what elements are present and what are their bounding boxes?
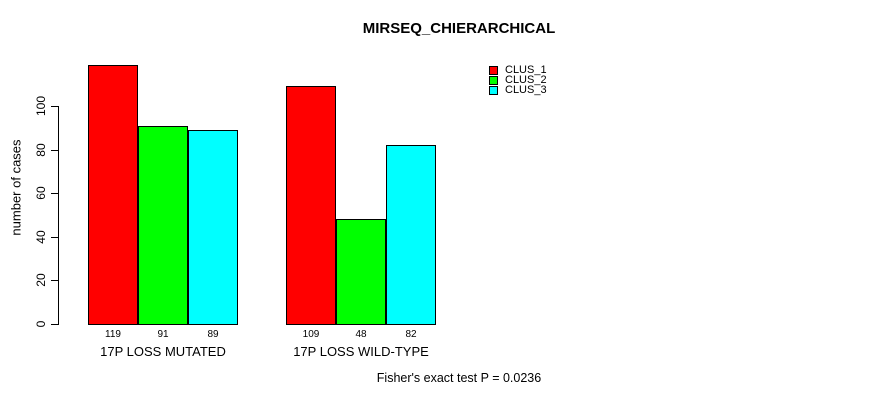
y-tick-label: 60 bbox=[34, 186, 48, 200]
bar-value-label: 91 bbox=[157, 329, 169, 340]
category-label: 17P LOSS WILD-TYPE bbox=[293, 344, 429, 359]
y-tick-label: 80 bbox=[34, 143, 48, 157]
bar-clus_3-group2 bbox=[386, 145, 436, 325]
bar-clus_1-group2 bbox=[286, 86, 336, 325]
bar-clus_2-group2 bbox=[336, 219, 386, 325]
legend-label: CLUS_3 bbox=[505, 84, 547, 96]
y-tick-label: 20 bbox=[34, 273, 48, 287]
legend-label: CLUS_1 bbox=[505, 64, 547, 76]
legend-swatch-clus_3 bbox=[489, 85, 498, 95]
legend-swatch-clus_1 bbox=[489, 65, 498, 75]
chart-title: MIRSEQ_CHIERARCHICAL bbox=[362, 20, 556, 37]
bar-value-label: 48 bbox=[355, 329, 367, 340]
y-axis-tick bbox=[51, 193, 58, 194]
bar-value-label: 82 bbox=[405, 329, 417, 340]
y-axis-tick bbox=[51, 150, 58, 151]
y-axis-line bbox=[58, 106, 59, 325]
legend: CLUS_1 CLUS_2 CLUS_3 bbox=[489, 64, 547, 96]
y-axis-tick bbox=[51, 280, 58, 281]
y-axis-tick bbox=[51, 237, 58, 238]
y-tick-label: 40 bbox=[34, 230, 48, 244]
legend-item-clus_3: CLUS_3 bbox=[489, 84, 547, 96]
legend-swatch-clus_2 bbox=[489, 75, 498, 85]
y-tick-label: 0 bbox=[34, 320, 48, 328]
legend-label: CLUS_2 bbox=[505, 74, 547, 86]
bar-value-label: 89 bbox=[207, 329, 219, 340]
legend-item-clus_1: CLUS_1 bbox=[489, 64, 547, 76]
legend-item-clus_2: CLUS_2 bbox=[489, 74, 547, 86]
bar-clus_3-group1 bbox=[188, 130, 238, 325]
bar-value-label: 119 bbox=[105, 329, 121, 340]
bar-clus_1-group1 bbox=[88, 65, 138, 325]
y-axis-tick bbox=[51, 324, 58, 325]
y-tick-label: 100 bbox=[34, 95, 48, 117]
fisher-test-annotation: Fisher's exact test P = 0.0236 bbox=[376, 371, 542, 385]
category-label: 17P LOSS MUTATED bbox=[100, 344, 226, 359]
bar-clus_2-group1 bbox=[138, 126, 188, 325]
bar-value-label: 109 bbox=[302, 329, 320, 340]
y-axis-tick bbox=[51, 106, 58, 107]
